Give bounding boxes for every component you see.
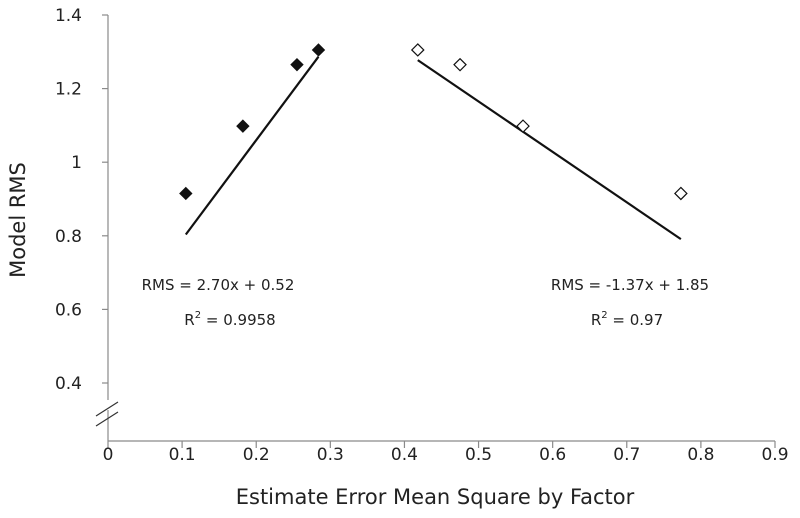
x-tick-label: 0 xyxy=(103,445,114,465)
series-1-r-squared: R2 = 0.9958 xyxy=(184,310,275,329)
series-2-equation: RMS = -1.37x + 1.85 xyxy=(551,276,709,294)
y-tick-label: 0.4 xyxy=(55,374,82,394)
x-axis: 0 0.1 0.2 0.3 0.4 0.5 0.6 0.7 0.8 0.9 xyxy=(103,440,789,465)
y-tick-label: 1 xyxy=(71,153,82,173)
axis-break-mark xyxy=(95,411,119,427)
x-tick-label: 0.8 xyxy=(687,445,714,465)
x-tick-label: 0.6 xyxy=(539,445,566,465)
x-axis-title: Estimate Error Mean Square by Factor xyxy=(236,485,635,509)
series-2-point xyxy=(453,57,467,72)
series-2-point xyxy=(516,119,530,133)
series-1-equation: RMS = 2.70x + 0.52 xyxy=(142,276,295,294)
series-2-point xyxy=(410,43,425,57)
series-1-point xyxy=(311,43,326,57)
series-2-r-squared: R2 = 0.97 xyxy=(591,310,663,329)
trendlines xyxy=(184,55,682,241)
x-tick-label: 0.4 xyxy=(391,445,418,465)
x-tick-label: 0.7 xyxy=(613,445,640,465)
x-tick-label: 0.9 xyxy=(761,445,788,465)
series-1-point xyxy=(236,119,250,133)
y-tick-label: 0.6 xyxy=(55,300,82,320)
x-tick-label: 0.2 xyxy=(243,445,270,465)
x-tick-label: 0.5 xyxy=(465,445,492,465)
y-tick-label: 1.2 xyxy=(55,80,82,100)
series-2-annotation: RMS = -1.37x + 1.85 R2 = 0.97 xyxy=(551,276,709,329)
y-tick-label: 1.4 xyxy=(55,6,82,26)
y-axis: 0.4 0.6 0.8 1 1.2 1.4 xyxy=(55,6,119,441)
series-1-trendline xyxy=(184,55,320,236)
series-1-point xyxy=(290,57,304,72)
data-points xyxy=(179,43,688,201)
x-tick-label: 0.3 xyxy=(317,445,344,465)
y-tick-label: 0.8 xyxy=(55,227,82,247)
series-1-point xyxy=(179,186,193,201)
x-tick-label: 0.1 xyxy=(169,445,196,465)
series-1-annotation: RMS = 2.70x + 0.52 R2 = 0.9958 xyxy=(142,276,295,329)
series-2-trendline xyxy=(417,59,682,241)
y-axis-title: Model RMS xyxy=(6,162,30,278)
series-2-point xyxy=(674,186,688,201)
axis-break-mark xyxy=(95,401,119,417)
